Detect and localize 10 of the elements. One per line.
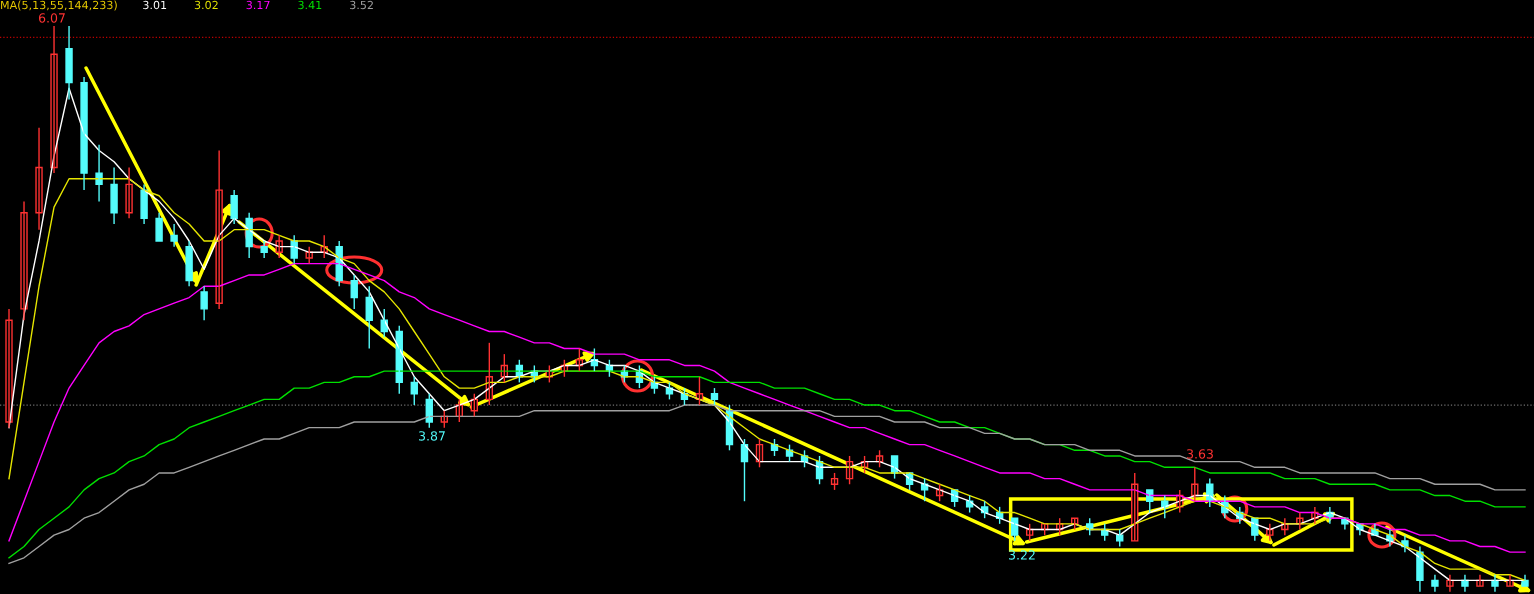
text: 3.52: [350, 0, 373, 10]
text: 3.01: [143, 0, 167, 10]
text: 3.17: [246, 0, 270, 10]
legend-title: MA(5,13,55,144,233): [1, 0, 117, 11]
annotation: 3.63: [1187, 449, 1213, 459]
text: 3.41: [298, 0, 322, 10]
text: 6.07: [38, 13, 65, 23]
text: 3.02: [194, 0, 218, 10]
annotation: 3.87: [419, 431, 445, 441]
annotation: 3.22: [1009, 550, 1035, 560]
